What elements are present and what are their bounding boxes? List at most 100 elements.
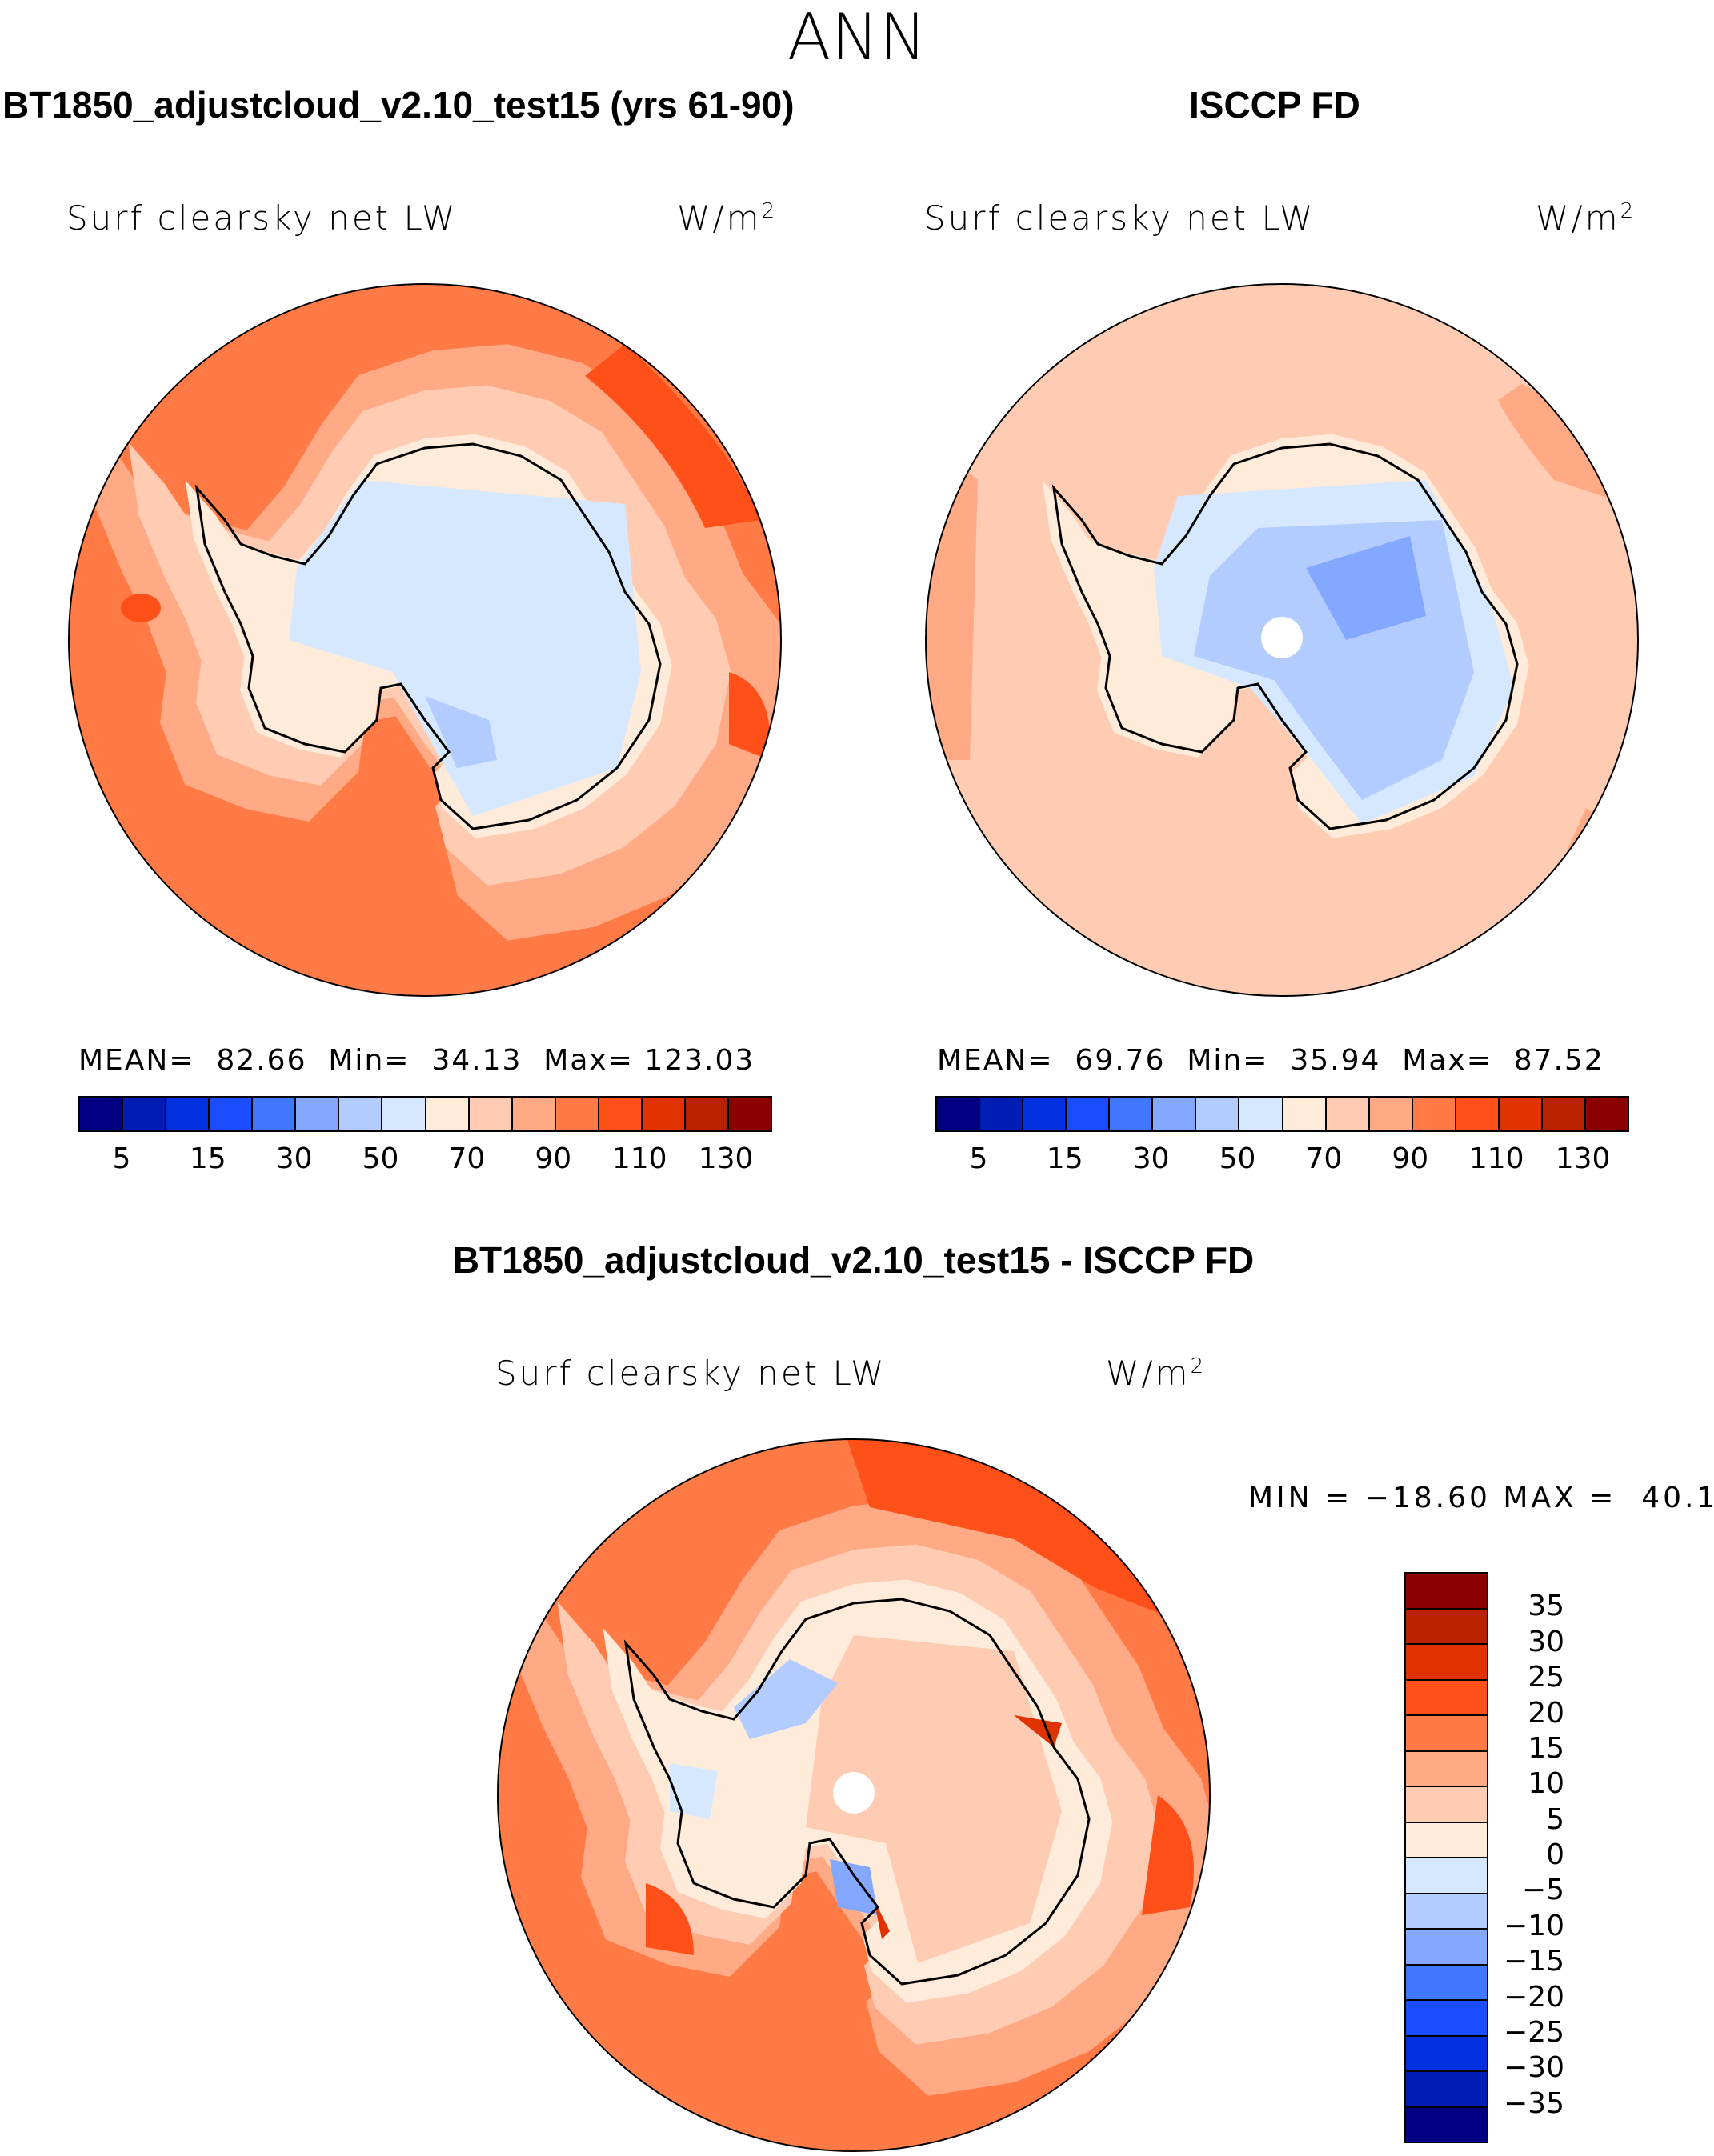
colorbar-tick-label: −25 (1504, 2015, 1564, 2049)
colorbar-tick-label: 15 (1528, 1731, 1564, 1765)
colorbar-swatch (166, 1098, 210, 1130)
colorbar-swatch (1406, 1609, 1487, 1645)
contour-region (734, 1659, 838, 1739)
colorbar-swatch (296, 1098, 340, 1130)
colorbar-swatch (555, 1098, 599, 1130)
pole-mask (833, 1772, 875, 1814)
colorbar-swatch (469, 1098, 513, 1130)
colorbar-tick-label: 90 (535, 1142, 572, 1175)
colorbar-tick-label: 15 (1046, 1142, 1083, 1175)
colorbar-swatch (1196, 1098, 1240, 1130)
contour-region (670, 1763, 718, 1819)
colorbar-swatch (80, 1098, 124, 1130)
colorbar-swatch (1023, 1098, 1067, 1130)
colorbar-swatch (1456, 1098, 1500, 1130)
colorbar-swatch (1283, 1098, 1327, 1130)
colorbar-tick-label: 5 (1546, 1802, 1564, 1836)
colorbar-swatch (980, 1098, 1024, 1130)
panel2-units: W/m2 (1536, 198, 1636, 238)
panel2-stats: MEAN= 69.76 Min= 35.94 Max= 87.52 (937, 1044, 1604, 1077)
colorbar-tick-label: 10 (1528, 1767, 1564, 1801)
colorbar-swatch (937, 1098, 981, 1130)
colorbar-swatch (1406, 1574, 1487, 1610)
contour-region (1306, 536, 1426, 640)
colorbar-tick-label: −35 (1504, 2086, 1564, 2120)
colorbar-swatch (210, 1098, 254, 1130)
contour-region (646, 1883, 694, 1955)
colorbar-tick-label: 15 (189, 1142, 226, 1175)
colorbar-swatch (1406, 2107, 1487, 2142)
colorbar-tick-label: 90 (1392, 1142, 1429, 1175)
panel1-units: W/m2 (677, 198, 778, 238)
colorbar-tick-label: 50 (1219, 1142, 1256, 1175)
panel2-colorbar (935, 1096, 1629, 1132)
colorbar-swatch (642, 1098, 686, 1130)
colorbar-swatch (123, 1098, 167, 1130)
contour-fill (69, 284, 781, 996)
colorbar-tick-label: −5 (1521, 1874, 1564, 1907)
colorbar-tick-label: −30 (1504, 2051, 1564, 2085)
colorbar-swatch (382, 1098, 426, 1130)
contour-region (830, 1859, 878, 1915)
contour-region (874, 1899, 890, 1939)
colorbar-tick-label: −10 (1504, 1909, 1564, 1942)
contour-region (926, 440, 978, 760)
colorbar-swatch (1406, 2001, 1487, 2037)
contour-region (121, 594, 161, 622)
colorbar-swatch (685, 1098, 729, 1130)
contour-region (1142, 1795, 1194, 1915)
colorbar-swatch (1406, 1645, 1487, 1681)
panel3-map (497, 1438, 1211, 2152)
colorbar-swatch (1406, 1894, 1487, 1930)
colorbar-swatch (1406, 1858, 1487, 1894)
panel1-map (68, 283, 782, 997)
colorbar-swatch (1406, 1822, 1487, 1858)
map-border (68, 283, 782, 997)
colorbar-tick-label: 20 (1528, 1696, 1564, 1730)
panel3-minmax: MIN = −18.60 MAX = 40.14 (1248, 1482, 1714, 1514)
colorbar-swatch (1067, 1098, 1111, 1130)
colorbar-tick-label: 70 (1305, 1142, 1343, 1175)
colorbar-tick-label: 70 (448, 1142, 486, 1175)
colorbar-swatch (1406, 1965, 1487, 2001)
colorbar-swatch (1406, 1751, 1487, 1787)
contour-region (425, 696, 497, 768)
colorbar-tick-label: 110 (611, 1142, 667, 1175)
figure-title: ANN (787, 0, 927, 74)
colorbar-swatch (1406, 1680, 1487, 1716)
colorbar-tick-label: 5 (969, 1142, 988, 1175)
colorbar-tick-label: 30 (1528, 1625, 1564, 1658)
colorbar-swatch (1542, 1098, 1586, 1130)
contour-region (1498, 384, 1626, 504)
colorbar-swatch (339, 1098, 383, 1130)
colorbar-swatch (1239, 1098, 1283, 1130)
colorbar-tick-label: 0 (1546, 1838, 1564, 1871)
panel3-variable: Surf clearsky net LW (495, 1354, 887, 1393)
colorbar-tick-label: 5 (112, 1142, 131, 1175)
colorbar-tick-label: 130 (1555, 1142, 1611, 1175)
colorbar-swatch (1585, 1098, 1628, 1130)
colorbar-swatch (1406, 1716, 1487, 1752)
colorbar-tick-label: 30 (1132, 1142, 1170, 1175)
colorbar-swatch (728, 1098, 771, 1130)
colorbar-tick-label: 25 (1528, 1661, 1564, 1694)
coastline (623, 1598, 1091, 1986)
map-border (925, 283, 1639, 997)
panel3-title: BT1850_adjustcloud_v2.10_test15 - ISCCP … (452, 1239, 1255, 1281)
colorbar-swatch (426, 1098, 470, 1130)
contour-region (806, 1635, 1062, 1963)
panel2-title: ISCCP FD (1189, 84, 1360, 126)
colorbar-swatch (599, 1098, 643, 1130)
panel3-colorbar (1404, 1572, 1488, 2143)
colorbar-tick-label: 50 (362, 1142, 399, 1175)
pole-mask (1261, 617, 1303, 658)
colorbar-swatch (1406, 2072, 1487, 2108)
colorbar-swatch (1369, 1098, 1413, 1130)
coastline (1051, 442, 1519, 830)
contour-region (585, 344, 761, 528)
panel1-stats: MEAN= 82.66 Min= 34.13 Max= 123.03 (78, 1044, 755, 1077)
panel1-variable: Surf clearsky net LW (66, 198, 458, 238)
colorbar-swatch (1110, 1098, 1154, 1130)
colorbar-swatch (1406, 1787, 1487, 1823)
